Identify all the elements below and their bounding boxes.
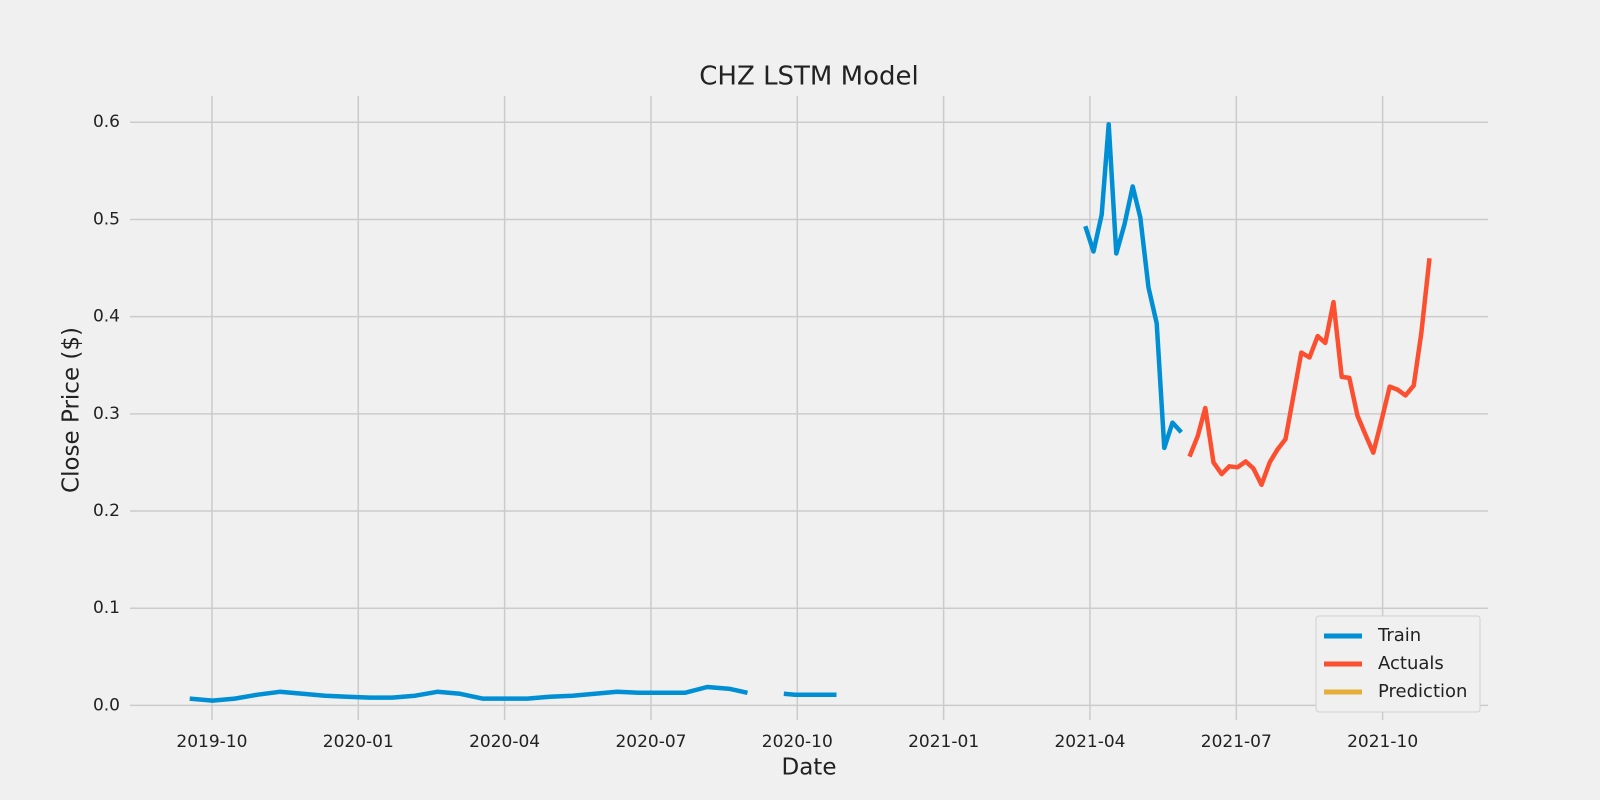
x-tick-label: 2019-10 (176, 732, 247, 752)
y-tick-label: 0.5 (93, 209, 120, 229)
x-axis-label: Date (782, 755, 837, 781)
x-tick-label: 2020-07 (615, 732, 686, 752)
x-tick-label: 2020-10 (762, 732, 833, 752)
y-tick-label: 0.0 (93, 695, 120, 715)
y-axis-label: Close Price ($) (59, 327, 85, 493)
y-tick-label: 0.3 (93, 404, 120, 424)
x-tick-label: 2020-01 (323, 732, 394, 752)
x-tick-label: 2020-04 (469, 732, 540, 752)
chart-title: CHZ LSTM Model (699, 62, 918, 92)
legend: Train Actuals Prediction (1315, 615, 1481, 713)
legend-label: Prediction (1378, 681, 1467, 702)
series-line (1187, 258, 1432, 488)
y-tick-label: 0.4 (93, 307, 120, 327)
x-tick-label: 2021-04 (1054, 732, 1125, 752)
y-tick-label: 0.2 (93, 501, 120, 521)
legend-box (1315, 615, 1481, 713)
legend-label: Train (1377, 625, 1421, 646)
x-tick-label: 2021-01 (908, 732, 979, 752)
x-tick-label: 2021-07 (1201, 732, 1272, 752)
legend-label: Actuals (1378, 653, 1444, 674)
x-tick-label: 2021-10 (1347, 732, 1418, 752)
y-tick-label: 0.1 (93, 598, 120, 618)
series-line (189, 121, 1183, 703)
y-tick-label: 0.6 (93, 112, 120, 132)
